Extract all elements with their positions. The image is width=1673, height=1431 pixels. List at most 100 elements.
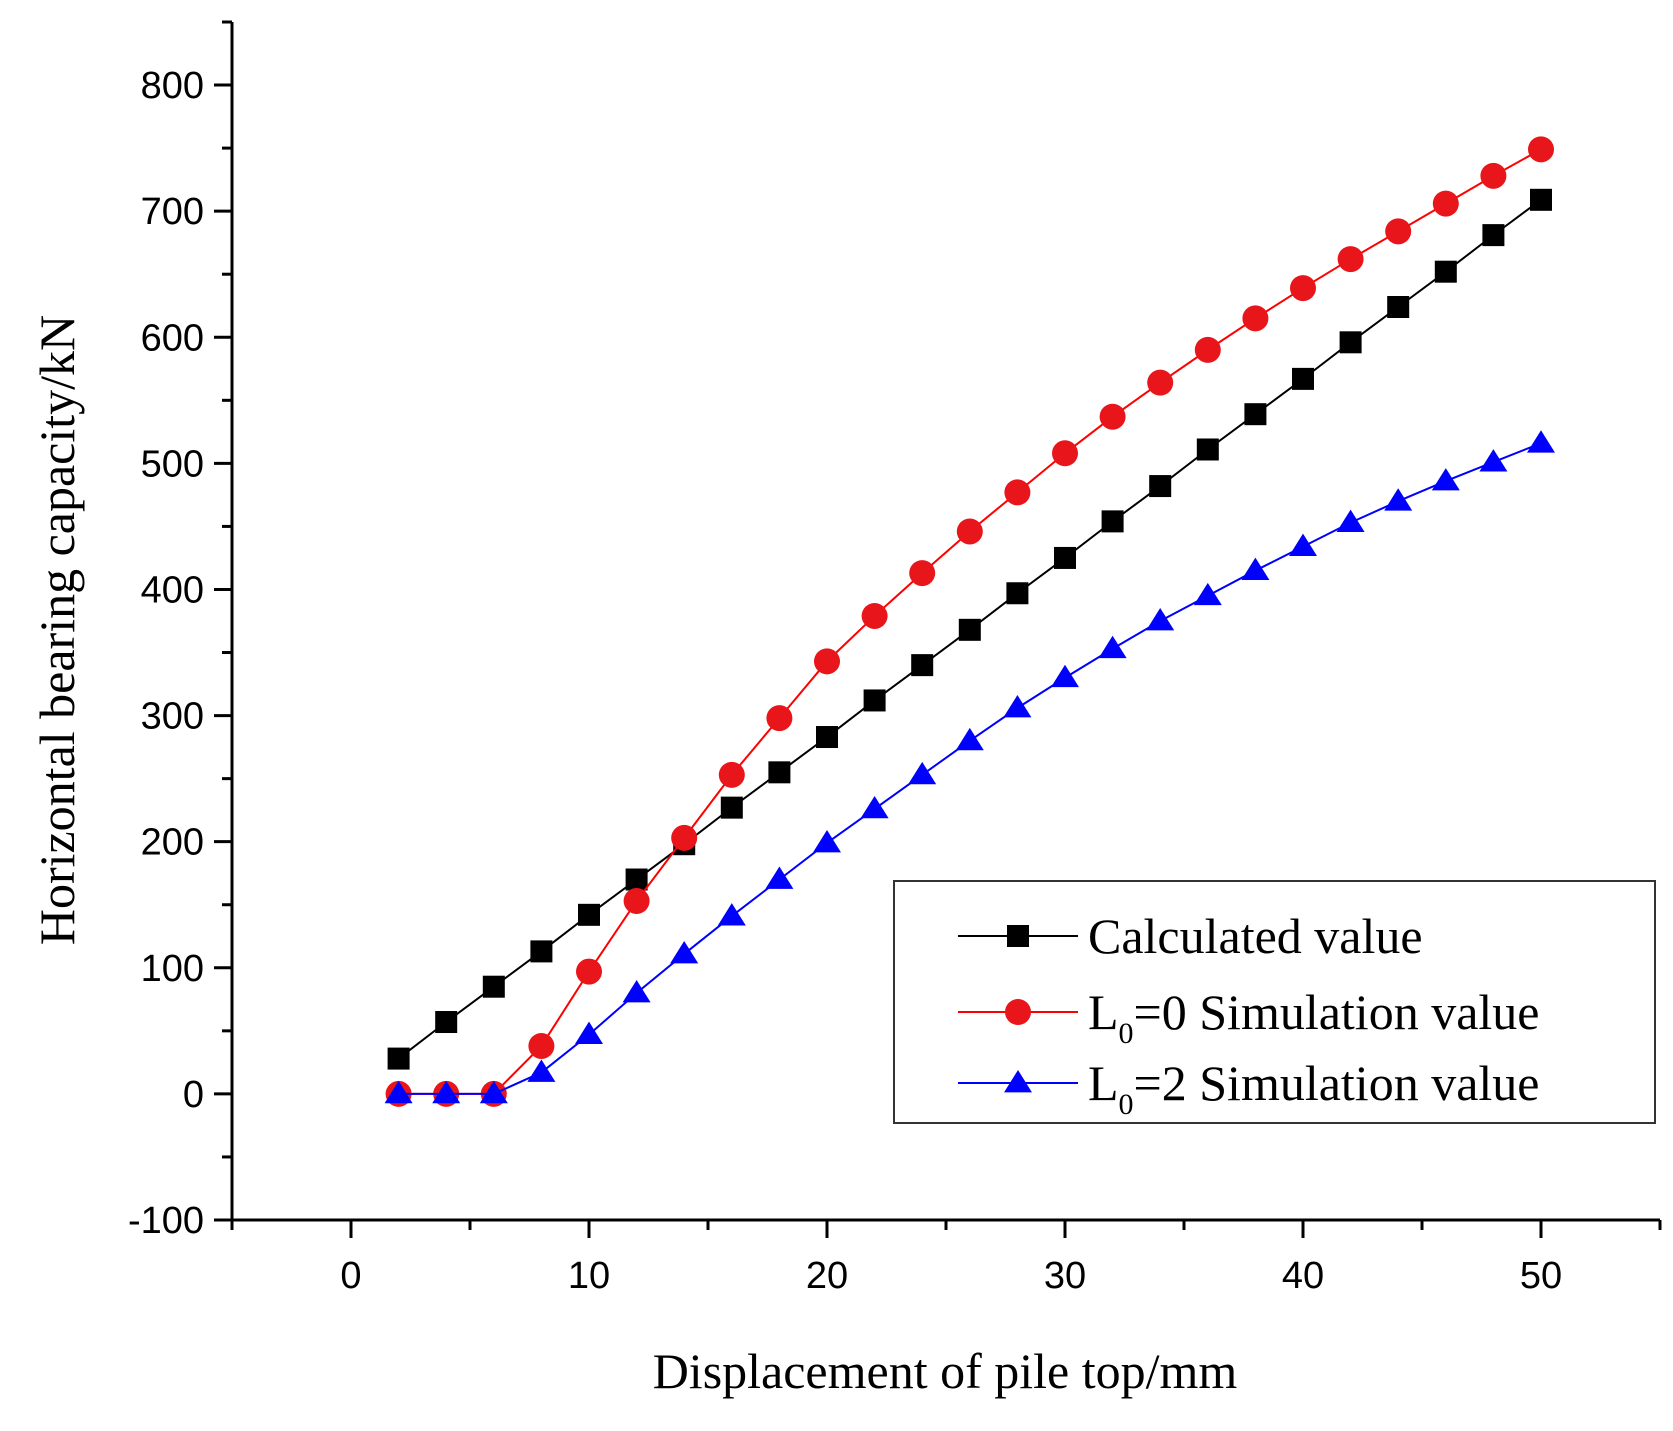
data-point (1054, 546, 1076, 569)
data-point (384, 1080, 413, 1104)
series-3 (384, 430, 1555, 1104)
data-point (625, 868, 648, 891)
data-point (958, 618, 981, 641)
x-tick-label: 20 (806, 1255, 848, 1297)
legend-label-prefix: L (1088, 984, 1119, 1040)
x-tick-label: 10 (568, 1255, 610, 1297)
data-point (1289, 533, 1317, 557)
series-1 (387, 188, 1552, 1070)
y-tick-label: -100 (128, 1200, 204, 1242)
data-point (1290, 275, 1316, 302)
axes: 0 10 20 30 40 50 -100 0 100 200 300 400 500 600 700 800 (128, 20, 1662, 1297)
legend-marker (1005, 999, 1031, 1025)
data-point (1337, 246, 1364, 273)
data-point (1051, 664, 1079, 688)
x-tick-label: 50 (1520, 1255, 1562, 1297)
data-point (670, 940, 699, 964)
legend-label-prefix: L (1088, 1055, 1119, 1111)
data-point (814, 648, 840, 675)
data-point (1099, 403, 1126, 430)
data-point (956, 518, 983, 545)
data-point (816, 726, 838, 749)
data-point (1003, 695, 1032, 718)
data-point (813, 829, 841, 853)
data-point (863, 689, 886, 712)
data-point (1434, 260, 1457, 283)
data-point (1387, 295, 1410, 318)
data-point (528, 1032, 555, 1059)
y-tick-label: 800 (141, 65, 204, 107)
data-point (527, 1059, 556, 1082)
y-tick-label: 100 (141, 948, 204, 990)
data-point (766, 705, 793, 732)
data-point (955, 727, 984, 751)
data-point (1147, 369, 1174, 396)
data-point (578, 903, 600, 926)
data-point (1194, 336, 1221, 363)
y-tick-label: 500 (141, 443, 204, 485)
legend-label-subscript: 0 (1119, 1017, 1134, 1050)
y-axis-title: Horizontal bearing capacity/kN (29, 315, 85, 945)
data-point (1528, 136, 1554, 163)
series-layer (384, 136, 1555, 1107)
data-point (717, 903, 746, 926)
data-point (909, 560, 936, 587)
legend-label-subscript: 0 (1119, 1088, 1134, 1121)
data-point (387, 1047, 410, 1070)
data-point (1482, 224, 1505, 247)
data-point (768, 761, 791, 784)
data-point (1149, 475, 1172, 498)
data-point (1384, 488, 1413, 511)
data-point (765, 866, 794, 889)
x-tick-label: 0 (340, 1255, 361, 1297)
data-point (1530, 188, 1552, 211)
legend-label: L0=2 Simulation value (1088, 1055, 1539, 1121)
legend-label-suffix: =0 Simulation value (1134, 984, 1540, 1040)
data-point (1004, 479, 1031, 506)
data-point (575, 1021, 603, 1045)
y-tick-label: 0 (183, 1074, 204, 1116)
data-point (623, 887, 650, 914)
data-point (1431, 468, 1460, 491)
x-axis-title: Displacement of pile top/mm (653, 1343, 1238, 1399)
data-point (530, 940, 553, 963)
data-point (720, 796, 743, 819)
data-point (860, 795, 889, 819)
data-point (1527, 430, 1555, 453)
data-point (622, 980, 651, 1003)
y-tick-label: 200 (141, 822, 204, 864)
series-2 (385, 136, 1554, 1107)
data-point (1052, 440, 1078, 467)
data-point (1480, 162, 1507, 189)
data-point (1006, 582, 1029, 605)
data-point (432, 1080, 461, 1104)
legend-label-suffix: =2 Simulation value (1134, 1055, 1540, 1111)
data-point (1241, 557, 1270, 580)
y-tick-label: 600 (141, 317, 204, 359)
data-point (1336, 509, 1365, 533)
x-tick-label: 30 (1044, 1255, 1086, 1297)
data-point (576, 958, 602, 985)
y-tick-label: 300 (141, 696, 204, 738)
x-tick-label: 40 (1282, 1255, 1324, 1297)
data-point (1385, 218, 1412, 245)
data-point (1479, 449, 1508, 472)
data-point (1432, 190, 1459, 217)
data-point (1193, 582, 1222, 606)
legend-marker (1004, 1070, 1032, 1093)
data-point (1339, 331, 1362, 354)
data-point (1292, 367, 1314, 390)
data-point (861, 602, 888, 629)
data-point (911, 654, 934, 677)
data-point (479, 1080, 508, 1104)
legend-marker (1007, 925, 1029, 947)
data-point (1146, 608, 1175, 631)
data-point (908, 761, 937, 785)
data-point (1244, 403, 1267, 426)
data-point (482, 975, 505, 998)
y-tick-label: 700 (141, 191, 204, 233)
data-point (1098, 635, 1127, 659)
